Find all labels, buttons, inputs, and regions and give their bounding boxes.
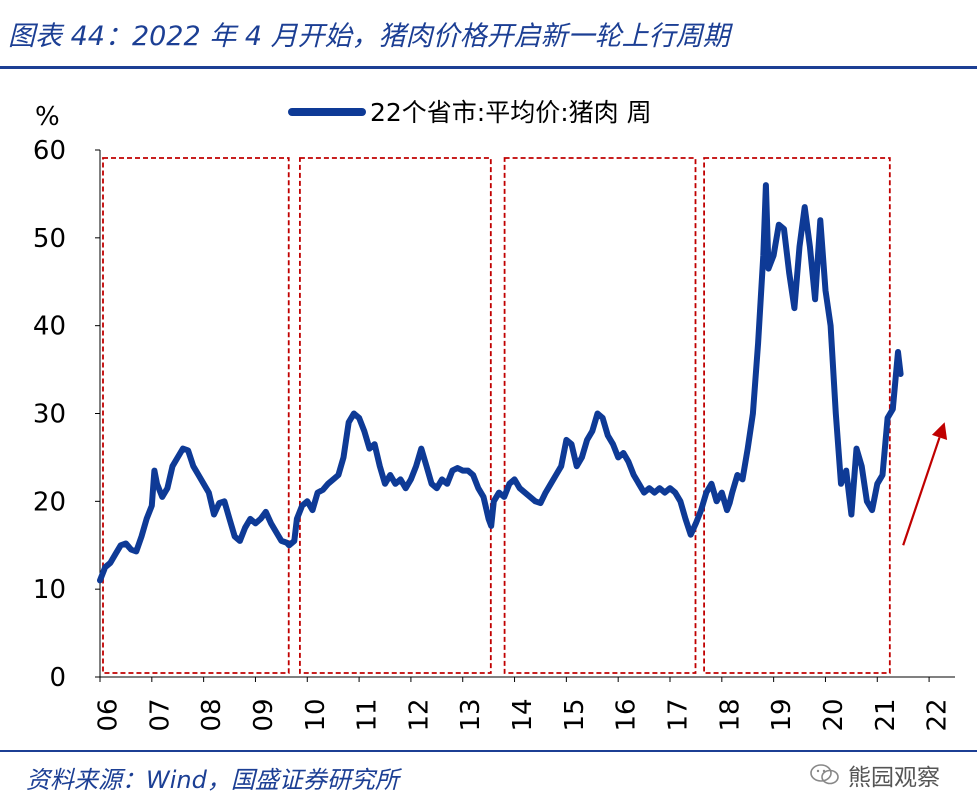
y-tick-label: 0	[49, 663, 66, 693]
series-group	[97, 182, 904, 584]
highlight-boxes	[102, 157, 891, 674]
cycle-box	[299, 157, 492, 674]
y-tick-label: 60	[33, 136, 66, 166]
x-tick-label: 10	[301, 698, 331, 731]
legend-label: 22个省市:平均价:猪肉 周	[370, 98, 652, 127]
footer-divider	[0, 750, 977, 752]
source-note: 资料来源：Wind，国盛证券研究所	[26, 766, 399, 794]
x-tick-label: 11	[353, 698, 383, 731]
x-tick-label: 09	[249, 698, 279, 731]
trend-arrow	[902, 422, 948, 546]
line-chart: 22个省市:平均价:猪肉 周 % 0 10 20 30 40 50 60 06 07 08 09 10…	[33, 98, 955, 732]
arrow-shaft	[902, 437, 941, 546]
cycle-box	[102, 157, 290, 674]
watermark-text: 熊园观察	[848, 765, 940, 791]
x-tick-label: 07	[145, 698, 175, 731]
y-tick-label: 10	[33, 575, 66, 605]
y-tick-label: 40	[33, 312, 66, 342]
y-tick-label: 20	[33, 487, 66, 517]
x-tick-label: 12	[404, 698, 434, 731]
watermark: 熊园观察	[810, 758, 940, 792]
y-tick-label: 50	[33, 224, 66, 254]
x-tick-label: 18	[715, 698, 745, 731]
cycle-box	[703, 157, 891, 674]
cycle-box	[503, 157, 697, 674]
x-tick-label: 22	[923, 698, 953, 731]
chart-title: 图表 44：2022 年 4 月开始，猪肉价格开启新一轮上行周期	[8, 21, 730, 52]
x-tick-label: 06	[94, 698, 124, 731]
wechat-icon	[810, 764, 839, 785]
x-tick-label: 17	[664, 698, 694, 731]
arrow-head	[931, 422, 948, 441]
x-tick-label: 19	[767, 698, 797, 731]
x-tick-label: 13	[456, 698, 486, 731]
x-tick-label: 16	[612, 698, 642, 731]
y-tick-label: 30	[33, 400, 66, 430]
x-tick-label: 08	[197, 698, 227, 731]
x-tick-label: 14	[508, 698, 538, 731]
legend: 22个省市:平均价:猪肉 周	[288, 98, 652, 127]
x-tick-label: 20	[819, 698, 849, 731]
axes: 0 10 20 30 40 50 60 06 07 08 09 10 11 12 13 14 15 16 17 18 1…	[33, 136, 955, 732]
x-tick-label: 15	[560, 698, 590, 731]
header-divider	[0, 66, 977, 69]
series-line	[97, 182, 904, 584]
y-axis-unit-label: %	[35, 102, 60, 132]
x-tick-label: 21	[871, 698, 901, 731]
